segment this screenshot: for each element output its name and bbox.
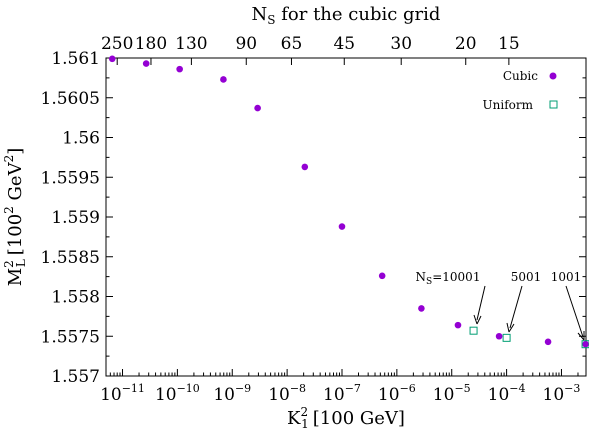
points-layer — [108, 55, 589, 349]
top-tick-label: 130 — [175, 34, 207, 54]
y-tick-label: 1.559 — [51, 208, 100, 228]
annotation-arrowhead-10001 — [473, 314, 482, 325]
cubic-point — [176, 65, 183, 73]
top-tick-label: 250 — [101, 34, 133, 54]
cubic-point — [544, 338, 552, 346]
y-tick-label: 1.558 — [51, 288, 100, 308]
annotation-label-5001: 5001 — [511, 270, 542, 284]
x-tick-label: 10−6 — [378, 382, 416, 405]
cubic-point — [338, 223, 346, 230]
top-tick-label: 180 — [135, 34, 167, 54]
y-axis-label: M2L[1002 GeV2] — [2, 148, 28, 287]
top-tick-label: 30 — [390, 34, 412, 54]
x-tick-label: 10−7 — [323, 382, 361, 405]
cubic-point — [254, 104, 261, 112]
annotation-arrow-1001 — [565, 285, 584, 338]
legend-marker-uniform — [549, 100, 558, 109]
x-tick-label: 10−9 — [213, 382, 251, 405]
cubic-point — [220, 76, 227, 83]
ticks-layer: 10−11 10−10 10−9 10−8 10−7 10−6 10−5 10−4 10−3 1.… — [41, 34, 586, 405]
cubic-point — [495, 332, 503, 340]
x-axis-label: K2 1 [100 GeV] — [287, 405, 405, 431]
x-tick-label: 10−11 — [100, 382, 145, 405]
annotation-arrowhead-5001 — [506, 322, 515, 333]
annotation-label-10001: NS=10001 — [416, 270, 481, 287]
top-axis-label: NS for the cubic grid — [252, 4, 441, 27]
legend-marker-cubic — [549, 72, 557, 80]
x-tick-label: 10−8 — [268, 382, 306, 405]
y-tick-label: 1.5585 — [41, 248, 100, 268]
y-tick-label: 1.561 — [51, 49, 100, 69]
y-tick-label: 1.5575 — [41, 327, 100, 347]
x-tick-label: 10−10 — [155, 382, 200, 405]
cubic-point — [378, 272, 386, 280]
annotation-arrow-10001 — [476, 285, 486, 321]
x-tick-label: 10−4 — [488, 382, 526, 405]
top-tick-label: 65 — [281, 34, 303, 54]
cubic-point — [418, 305, 425, 312]
top-tick-label: 20 — [455, 34, 477, 54]
annotation-label-1001: 1001 — [551, 270, 582, 284]
top-tick-label: 45 — [333, 34, 355, 54]
top-tick-label: 15 — [498, 34, 520, 54]
y-tick-label: 1.5595 — [41, 168, 100, 188]
legend-label-cubic: Cubic — [503, 69, 538, 83]
y-tick-label: 1.557 — [51, 367, 100, 387]
y-tick-label: 1.56 — [62, 129, 100, 149]
uniform-point — [581, 340, 589, 349]
annotation-arrowhead-1001 — [577, 331, 585, 341]
top-tick-label: 90 — [235, 34, 257, 54]
legend: Cubic Uniform — [483, 69, 558, 112]
cubic-point — [582, 340, 589, 348]
annotation-arrow-5001 — [509, 285, 523, 329]
uniform-point — [469, 326, 478, 335]
cubic-point — [108, 55, 116, 63]
x-tick-label: 10−5 — [433, 382, 471, 405]
annotations: NS=10001 5001 1001 — [416, 270, 585, 341]
cubic-point — [142, 60, 150, 67]
x-tick-label: 10−3 — [543, 382, 581, 405]
y-tick-label: 1.5605 — [41, 89, 100, 109]
uniform-point — [502, 333, 511, 342]
legend-label-uniform: Uniform — [483, 98, 534, 112]
cubic-point — [454, 321, 462, 329]
cubic-point — [301, 163, 309, 171]
